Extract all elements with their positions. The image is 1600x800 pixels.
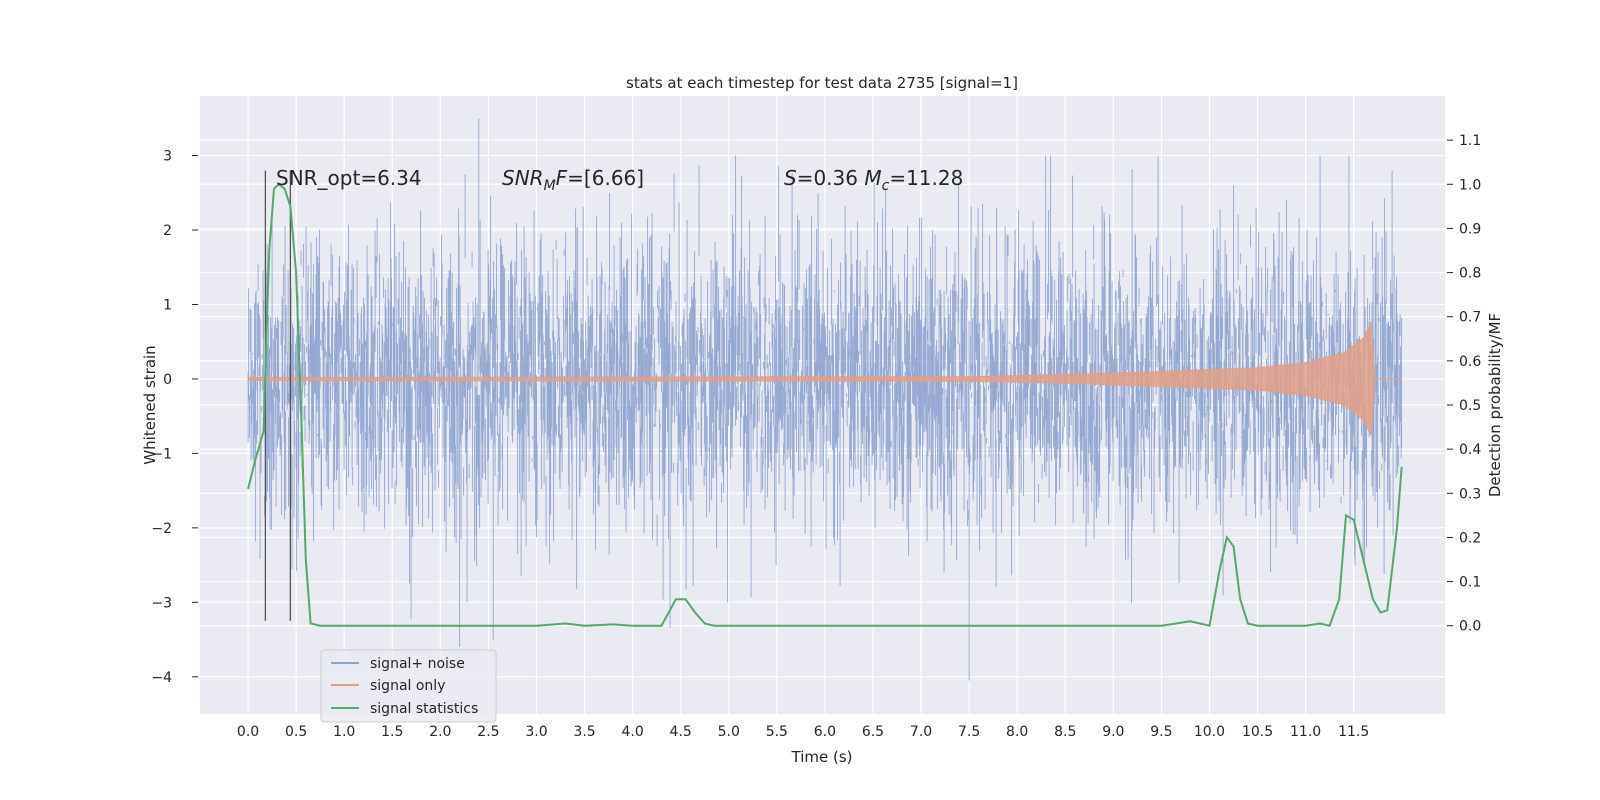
x-tick-label: 7.0: [910, 724, 932, 740]
y-tick-label-right: 0.1: [1459, 575, 1481, 591]
x-tick-label: 11.0: [1290, 724, 1321, 740]
x-tick-label: 10.0: [1194, 724, 1225, 740]
x-tick-label: 8.5: [1054, 724, 1076, 740]
y-tick-label-right: 0.7: [1459, 310, 1481, 326]
legend: signal+ noise signal only signal statist…: [320, 649, 497, 723]
x-tick-label: 4.0: [621, 724, 643, 740]
legend-label-signal-only: signal only: [370, 678, 445, 694]
x-tick-label: 7.5: [958, 724, 980, 740]
annotations: SNR_opt=6.34 SNRMF=[6.66] S=0.36 Mc=11.2…: [276, 166, 963, 194]
y-tick-label-left: −2: [151, 521, 172, 537]
x-tick-label: 5.5: [766, 724, 788, 740]
x-tick-label: 6.0: [814, 724, 836, 740]
x-tick-label: 10.5: [1242, 724, 1273, 740]
y-axis-right: 0.0 0.1 0.2 0.3 0.4 0.5 0.6 0.7 0.8 0.9 1.0 1.1: [1447, 133, 1481, 635]
annotation-snr-mf: SNRMF=[6.66]: [502, 166, 644, 194]
annotation-s-mc: S=0.36 Mc=11.28: [784, 166, 963, 194]
y-tick-label-right: 0.3: [1459, 486, 1481, 502]
y-tick-label-right: 0.6: [1459, 354, 1481, 370]
x-tick-label: 4.5: [670, 724, 692, 740]
legend-label-signal-noise: signal+ noise: [370, 656, 465, 672]
x-tick-label: 6.5: [862, 724, 884, 740]
x-tick-label: 0.0: [237, 724, 259, 740]
y-axis-left: −4 −3 −2 −1 0 1 2 3: [151, 149, 198, 686]
y-tick-label-right: 0.9: [1459, 221, 1481, 237]
legend-label-signal-statistics: signal statistics: [370, 701, 478, 717]
y-tick-label-left: 2: [163, 223, 172, 239]
x-axis-label: Time (s): [791, 748, 853, 766]
y-tick-label-right: 0.0: [1459, 619, 1481, 635]
legend-box: [320, 649, 497, 723]
x-tick-label: 8.0: [1006, 724, 1028, 740]
x-tick-label: 2.5: [477, 724, 499, 740]
x-tick-label: 11.5: [1338, 724, 1369, 740]
y-tick-label-right: 0.5: [1459, 398, 1481, 414]
signal-only-trace: [247, 321, 1402, 437]
y-tick-label-left: −4: [151, 670, 172, 686]
x-tick-label: 1.0: [333, 724, 355, 740]
series-signal-statistics: [247, 182, 1403, 627]
y-tick-label-right: 0.4: [1459, 442, 1481, 458]
x-tick-label: 0.5: [285, 724, 307, 740]
y-tick-label-left: −3: [151, 595, 172, 611]
series-signal-noise: [247, 118, 1403, 681]
chart-title: stats at each timestep for test data 273…: [626, 74, 1018, 92]
y-tick-label-right: 0.8: [1459, 266, 1481, 282]
y-tick-label-left: −1: [151, 446, 172, 462]
series-signal-only: [247, 321, 1402, 437]
y-axis-right-label: Detection probability/MF: [1486, 313, 1504, 497]
x-tick-label: 1.5: [381, 724, 403, 740]
y-tick-label-left: 0: [163, 372, 172, 388]
x-tick-label: 3.5: [573, 724, 595, 740]
x-tick-label: 5.0: [718, 724, 740, 740]
y-tick-label-left: 1: [163, 297, 172, 313]
signal-statistics-trace: [247, 182, 1403, 627]
y-tick-label-right: 1.1: [1459, 133, 1481, 149]
x-tick-label: 9.0: [1102, 724, 1124, 740]
signal-noise-trace: [247, 118, 1403, 681]
x-tick-label: 2.0: [429, 724, 451, 740]
x-tick-label: 3.0: [525, 724, 547, 740]
y-tick-label-left: 3: [163, 149, 172, 165]
x-axis: 0.0 0.5 1.0 1.5 2.0 2.5 3.0 3.5 4.0 4.5 5.0 5.5 6.0 6…: [237, 724, 1369, 740]
y-tick-label-right: 0.2: [1459, 530, 1481, 546]
x-tick-label: 9.5: [1150, 724, 1172, 740]
y-axis-label: Whitened strain: [141, 345, 159, 464]
annotation-snr-opt: SNR_opt=6.34: [276, 166, 422, 190]
y-tick-label-right: 1.0: [1459, 177, 1481, 193]
